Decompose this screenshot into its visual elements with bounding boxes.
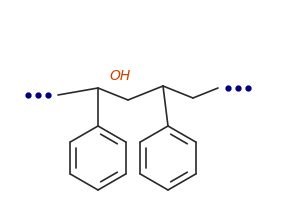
Text: OH: OH — [109, 69, 131, 83]
